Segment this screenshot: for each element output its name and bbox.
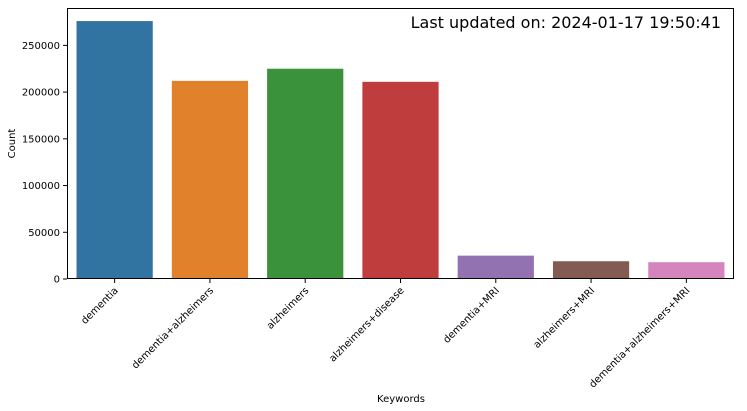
y-axis-label: Count xyxy=(7,129,18,159)
x-tick-label: alzheimers xyxy=(265,285,311,331)
x-tick-label: dementia+MRI xyxy=(441,285,501,345)
last-updated-annotation: Last updated on: 2024-01-17 19:50:41 xyxy=(411,13,721,32)
x-tick-label: dementia xyxy=(79,285,120,326)
x-tick-label: alzheimers+MRI xyxy=(532,285,597,350)
bar-2 xyxy=(267,68,344,279)
bars-group xyxy=(76,21,725,280)
x-tick-label: dementia+alzheimers xyxy=(130,285,216,371)
y-tick-label: 50000 xyxy=(28,228,60,239)
x-axis-label: Keywords xyxy=(377,394,425,405)
x-tick-label: alzheimers+disease xyxy=(327,285,406,364)
bar-4 xyxy=(457,255,534,279)
y-tick-label: 250000 xyxy=(22,41,60,52)
x-tick-label: dementia+alzheimers+MRI xyxy=(587,285,692,390)
y-tick-label: 200000 xyxy=(22,88,60,99)
plot-frame xyxy=(67,8,734,279)
bar-1 xyxy=(171,80,249,280)
y-tick-label: 150000 xyxy=(22,134,60,145)
bar-5 xyxy=(552,261,630,279)
y-tick-label: 0 xyxy=(54,275,60,286)
bar-6 xyxy=(648,262,725,279)
bar-3 xyxy=(362,81,439,280)
y-axis-ticks: 0 50000 100000 150000 200000 250000 xyxy=(22,41,67,286)
y-tick-label: 100000 xyxy=(22,181,60,192)
x-axis-ticks: dementia dementia+alzheimers alzheimers alz… xyxy=(79,279,692,390)
bar-0 xyxy=(76,21,153,279)
